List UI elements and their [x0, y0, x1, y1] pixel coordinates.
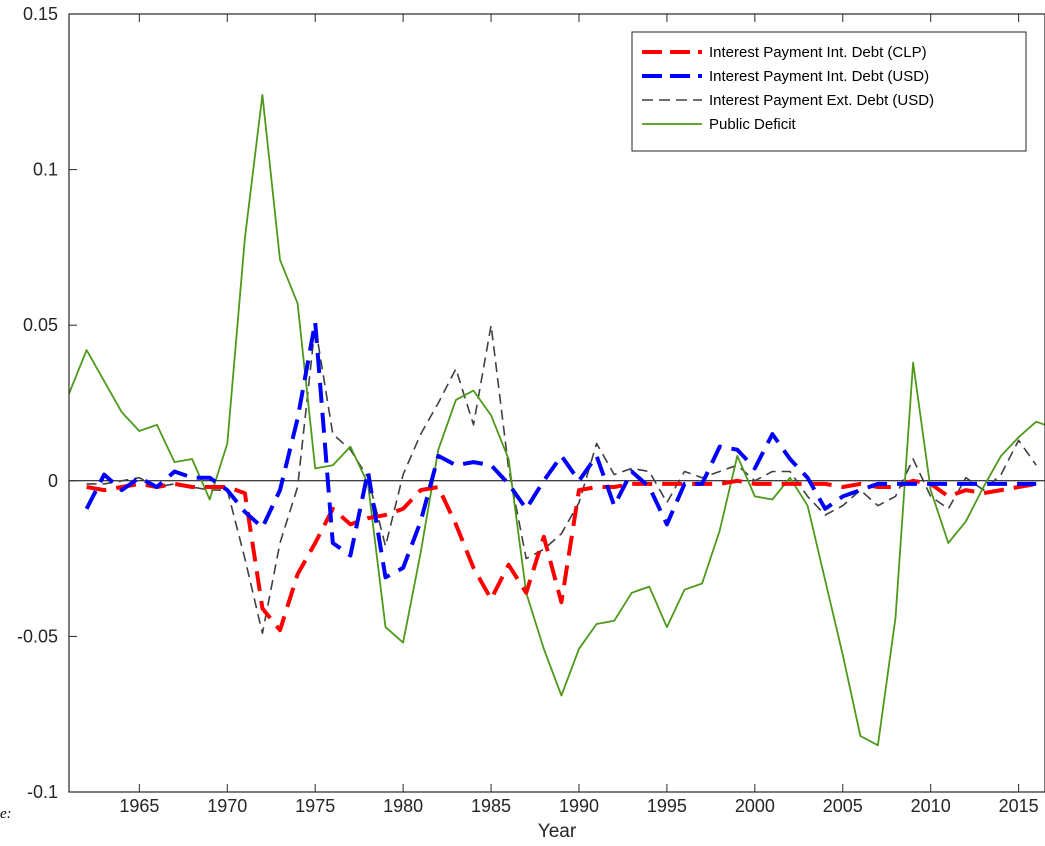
y-tick-label: -0.1: [27, 782, 58, 802]
x-axis-title: Year: [538, 821, 577, 842]
series-layer: [68, 94, 1045, 747]
x-tick-label: 2000: [735, 796, 775, 816]
y-tick-label: 0.1: [33, 160, 58, 180]
x-tick-label: 1985: [471, 796, 511, 816]
x-tick-label: 1970: [207, 796, 247, 816]
series-line-4: [68, 94, 1045, 747]
x-tick-label: 1980: [383, 796, 423, 816]
legend-label-4: Public Deficit: [709, 116, 797, 133]
legend-label-1: Interest Payment Int. Debt (CLP): [709, 44, 927, 61]
x-tick-label: 1990: [559, 796, 599, 816]
plot-frame: [68, 13, 1045, 793]
series-line-3: [86, 324, 1037, 635]
legend-label-3: Interest Payment Ext. Debt (USD): [709, 92, 934, 109]
x-tick-label: 1975: [295, 796, 335, 816]
ticks-layer: 1965 1970 1975 1980 1985 1990 1995 2000 2005 2010…: [17, 4, 1039, 816]
x-tick-label: 1995: [647, 796, 687, 816]
y-tick-label: -0.05: [17, 626, 58, 646]
x-tick-label: 2005: [823, 796, 863, 816]
legend: Interest Payment Int. Debt (CLP) Interest…: [631, 31, 1027, 152]
x-tick-label: 1965: [119, 796, 159, 816]
x-tick-label: 2015: [999, 796, 1039, 816]
legend-label-2: Interest Payment Int. Debt (USD): [709, 68, 929, 85]
x-tick-label: 2010: [911, 796, 951, 816]
y-tick-label: 0.05: [23, 315, 58, 335]
y-tick-label: 0: [48, 471, 58, 491]
legend-box: [631, 31, 1027, 152]
series-line-1: [86, 478, 1037, 633]
note-text: e:: [0, 806, 12, 822]
y-tick-label: 0.15: [23, 4, 58, 24]
series-line-2: [84, 320, 1037, 580]
